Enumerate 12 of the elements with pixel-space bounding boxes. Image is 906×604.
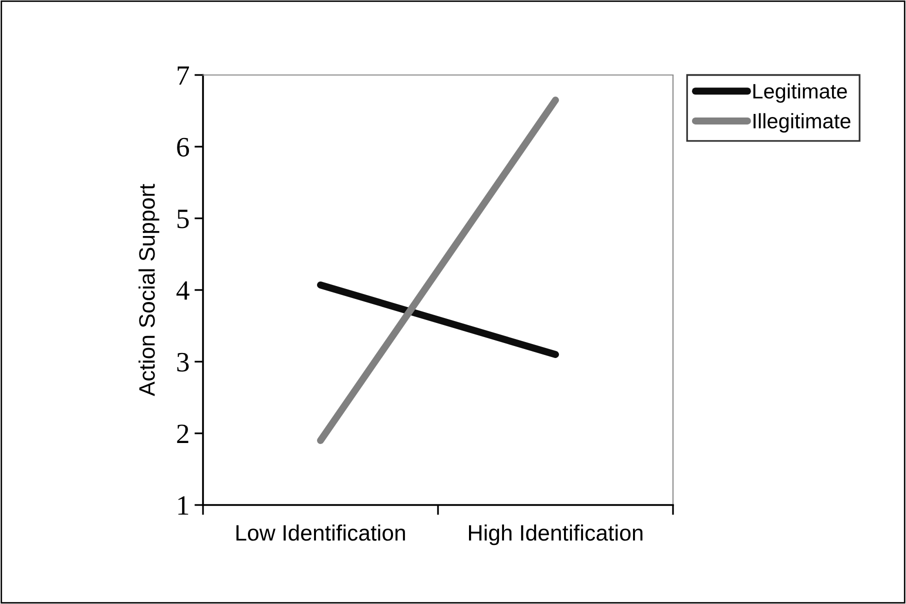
x-tick-label: High Identification [469, 524, 642, 546]
y-tick-label: 1 [178, 496, 188, 515]
legend-label: Legitimate [753, 83, 847, 103]
y-tick-label: 7 [178, 66, 190, 85]
x-tick-label: Low Identification [236, 524, 405, 541]
y-tick-label: 3 [177, 352, 189, 372]
y-tick-label: 4 [176, 281, 190, 300]
y-axis-title: Action Social Support [138, 184, 160, 396]
y-tick-label: 2 [177, 424, 188, 443]
y-tick-label: 5 [178, 210, 189, 228]
legend-label: Illegitimate [754, 113, 850, 133]
y-tick-label: 6 [177, 138, 189, 157]
